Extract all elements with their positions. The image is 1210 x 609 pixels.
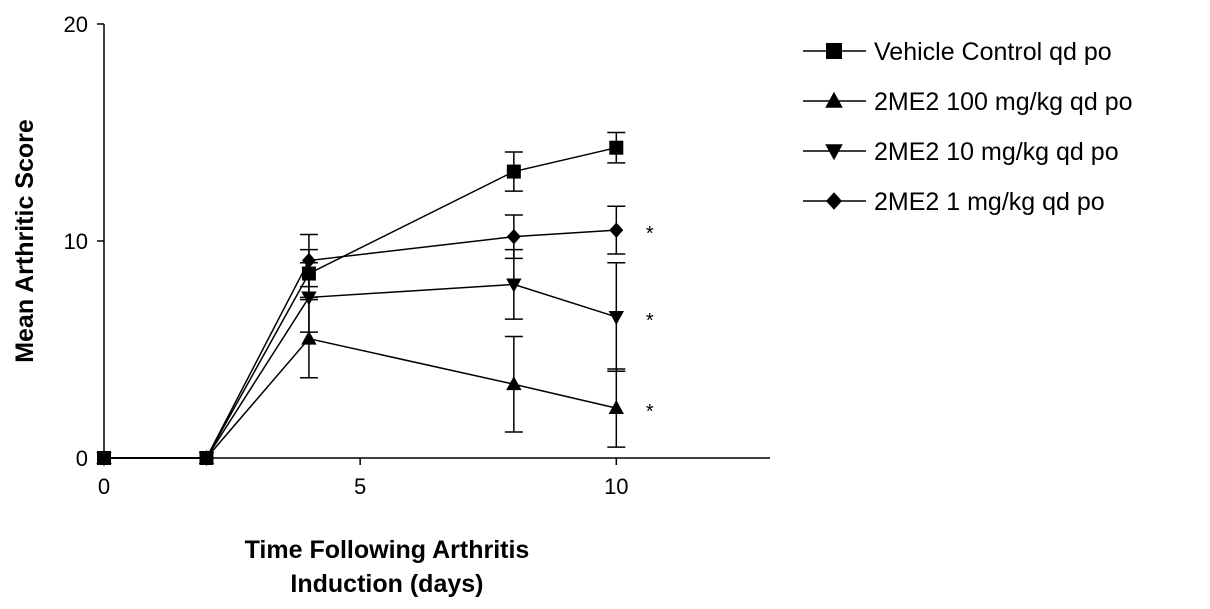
legend-marker xyxy=(826,43,842,59)
legend-label: Vehicle Control qd po xyxy=(874,38,1112,66)
legend: Vehicle Control qd po 2ME2 100 mg/kg qd p… xyxy=(803,38,1133,216)
legend-label: 2ME2 1 mg/kg qd po xyxy=(874,188,1105,216)
data-point xyxy=(609,140,624,155)
legend-label: 2ME2 100 mg/kg qd po xyxy=(874,88,1133,116)
legend-item: 2ME2 1 mg/kg qd po xyxy=(803,188,1105,216)
legend-item: Vehicle Control qd po xyxy=(803,38,1112,66)
significance-asterisk: * xyxy=(646,310,654,332)
annotations: * * * xyxy=(646,223,654,423)
data-point xyxy=(506,228,521,245)
axes: 0 10 20 0 5 10 Mean Arthritic Score Time Follow… xyxy=(11,12,770,598)
data-point xyxy=(609,222,624,238)
error-bars xyxy=(299,131,626,448)
series-group xyxy=(96,140,625,467)
series-diamond xyxy=(97,222,624,466)
legend-item: 2ME2 10 mg/kg qd po xyxy=(803,138,1119,166)
series-line xyxy=(104,283,617,459)
y-tick-label: 0 xyxy=(76,446,88,471)
data-point xyxy=(506,278,522,293)
legend-marker xyxy=(825,144,843,161)
data-point xyxy=(608,311,625,325)
data-point xyxy=(97,450,111,466)
x-tick-label: 10 xyxy=(604,474,628,499)
data-point xyxy=(301,330,317,345)
series-line xyxy=(104,337,617,459)
legend-label: 2ME2 10 mg/kg qd po xyxy=(874,138,1119,166)
data-point xyxy=(608,400,625,415)
legend-marker xyxy=(826,192,842,210)
series-line xyxy=(104,229,617,459)
y-tick-label: 20 xyxy=(64,12,88,37)
series-square xyxy=(97,140,624,465)
data-point xyxy=(301,252,316,269)
data-point xyxy=(301,266,316,281)
x-tick-label: 0 xyxy=(98,474,110,499)
significance-asterisk: * xyxy=(646,401,654,423)
x-axis-title-line: Time Following Arthritis xyxy=(245,536,530,564)
data-point xyxy=(506,376,522,391)
y-axis-title: Mean Arthritic Score xyxy=(11,119,39,363)
data-point xyxy=(199,450,214,466)
series-line xyxy=(104,146,617,459)
series-triangle-up xyxy=(96,330,625,464)
legend-marker xyxy=(825,91,843,108)
series-triangle-down xyxy=(96,278,625,467)
y-tick-label: 10 xyxy=(64,229,88,254)
x-tick-label: 5 xyxy=(354,474,366,499)
x-axis-title-line: Induction (days) xyxy=(290,570,483,598)
significance-asterisk: * xyxy=(646,223,654,245)
data-point xyxy=(301,291,317,306)
x-axis-title: Time Following Arthritis Induction (days) xyxy=(245,536,530,598)
data-point xyxy=(506,164,521,179)
legend-item: 2ME2 100 mg/kg qd po xyxy=(803,88,1133,116)
